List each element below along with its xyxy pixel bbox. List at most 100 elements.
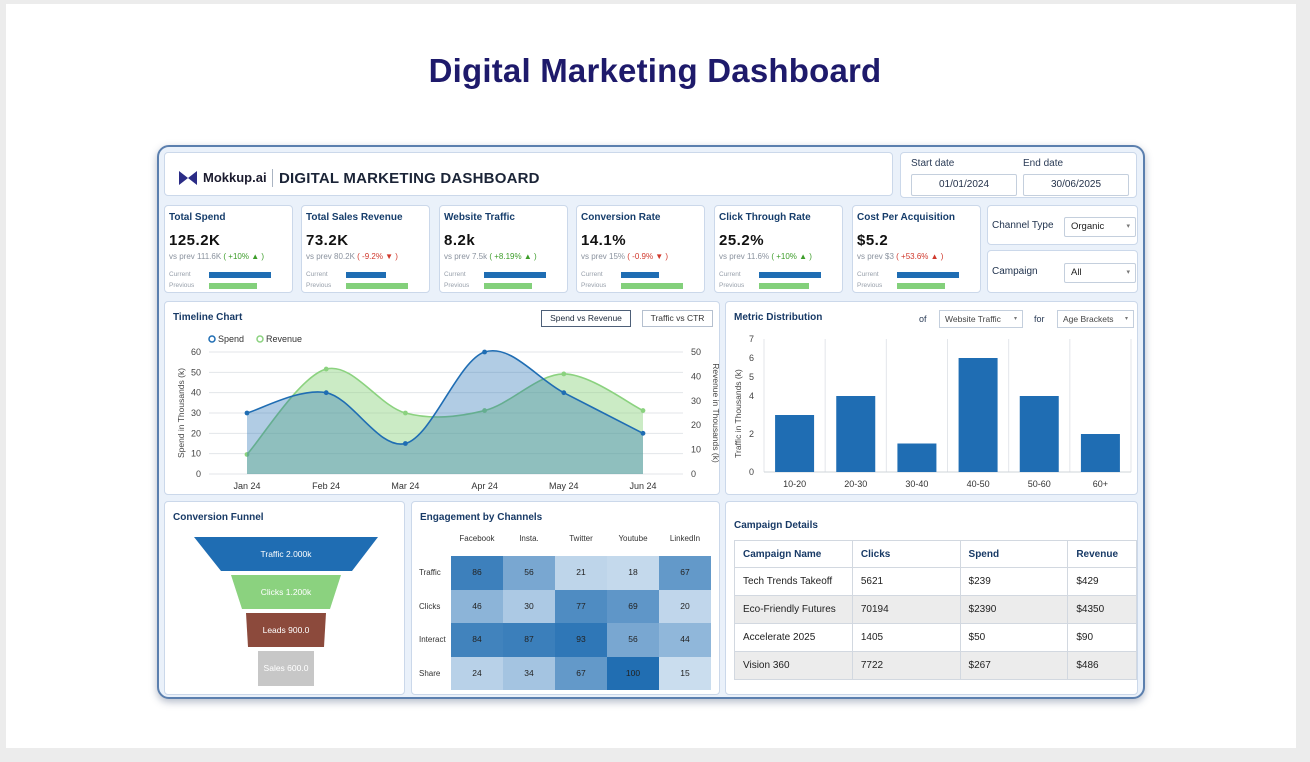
funnel-stage[interactable] xyxy=(246,613,326,647)
heatmap-cell[interactable]: 30 xyxy=(503,589,555,623)
heatmap-cell[interactable]: 44 xyxy=(659,623,711,657)
heatmap-cell[interactable]: 67 xyxy=(555,656,607,690)
kpi-card[interactable]: Click Through Rate 25.2% vs prev 11.6% ( +… xyxy=(714,205,843,293)
heatmap-cell[interactable]: 77 xyxy=(555,589,607,623)
date-range-card: Start date End date 01/01/2024 30/06/202… xyxy=(900,152,1137,198)
page-title: Digital Marketing Dashboard xyxy=(428,52,882,89)
start-date-input[interactable]: 01/01/2024 xyxy=(911,174,1017,196)
heatmap-cell[interactable]: 21 xyxy=(555,556,607,590)
funnel-stage[interactable] xyxy=(258,651,314,686)
heatmap-cell[interactable]: 86 xyxy=(451,556,503,590)
heatmap-cell[interactable]: 56 xyxy=(503,556,555,590)
funnel-stage[interactable] xyxy=(231,575,341,609)
heatmap-cell[interactable]: 100 xyxy=(607,656,659,690)
heatmap-column-label: Insta. xyxy=(519,534,539,543)
heatmap-cell[interactable]: 20 xyxy=(659,589,711,623)
data-point[interactable] xyxy=(244,410,250,416)
header-divider xyxy=(272,169,273,187)
table-cell: 7722 xyxy=(851,651,961,680)
x-tick-label: 30-40 xyxy=(905,479,928,489)
previous-bar xyxy=(897,283,946,289)
end-date-input[interactable]: 30/06/2025 xyxy=(1023,174,1129,196)
y-tick-label: 2 xyxy=(749,429,754,439)
heatmap-row-label: Traffic xyxy=(419,568,441,577)
logo[interactable]: Mokkup.ai xyxy=(179,170,267,185)
heatmap-cell[interactable]: 46 xyxy=(451,589,503,623)
bar[interactable] xyxy=(1080,434,1120,472)
current-bar xyxy=(897,272,959,278)
heatmap-cell[interactable]: 69 xyxy=(607,589,659,623)
data-point[interactable] xyxy=(561,371,567,377)
col-header-campaign-name[interactable]: Campaign Name xyxy=(734,540,853,568)
heatmap-cell[interactable]: 84 xyxy=(451,623,503,657)
funnel-stage[interactable] xyxy=(194,537,378,571)
kpi-comparison: vs prev 111.6K ( +10% ▲ ) xyxy=(169,252,264,261)
current-bar xyxy=(484,272,546,278)
heatmap-cell[interactable]: 24 xyxy=(451,656,503,690)
spend-vs-revenue-toggle[interactable]: Spend vs Revenue xyxy=(541,310,631,327)
table-row[interactable]: Tech Trends Takeoff 5621 $239 $429 xyxy=(734,567,1137,596)
kpi-previous-value: vs prev 111.6K xyxy=(169,252,222,261)
table-cell: $486 xyxy=(1067,651,1137,680)
heatmap-column-label: LinkedIn xyxy=(669,534,701,543)
bar[interactable] xyxy=(897,443,937,473)
metric-select[interactable]: Website Traffic ▾ xyxy=(939,310,1023,328)
kpi-value: 14.1% xyxy=(581,232,627,249)
engagement-title: Engagement by Channels xyxy=(420,512,543,523)
kpi-card[interactable]: Total Sales Revenue 73.2K vs prev 80.2K ( … xyxy=(301,205,430,293)
heatmap-cell[interactable]: 93 xyxy=(555,623,607,657)
kpi-card[interactable]: Total Spend 125.2K vs prev 111.6K ( +10% ▲… xyxy=(164,205,293,293)
bar[interactable] xyxy=(775,415,815,472)
kpi-value: 73.2K xyxy=(306,232,349,249)
kpi-card[interactable]: Conversion Rate 14.1% vs prev 15% ( -0.9% … xyxy=(576,205,705,293)
table-row[interactable]: Accelerate 2025 1405 $50 $90 xyxy=(734,623,1137,652)
current-bar xyxy=(209,272,271,278)
data-point[interactable] xyxy=(640,408,646,413)
x-tick-label: Jun 24 xyxy=(629,481,656,491)
bar[interactable] xyxy=(958,358,998,472)
data-point[interactable] xyxy=(482,349,487,355)
kpi-card[interactable]: Website Traffic 8.2k vs prev 7.5k ( +8.19%… xyxy=(439,205,568,293)
data-point[interactable] xyxy=(482,408,487,413)
start-date-label: Start date xyxy=(911,158,955,169)
current-bar xyxy=(346,272,387,278)
bar[interactable] xyxy=(1019,396,1059,472)
col-header-clicks[interactable]: Clicks xyxy=(851,540,961,568)
data-point[interactable] xyxy=(244,452,250,457)
y2-tick-label: 10 xyxy=(691,445,701,455)
data-point[interactable] xyxy=(403,410,408,416)
table-cell: Vision 360 xyxy=(734,651,853,680)
col-header-spend[interactable]: Spend xyxy=(959,540,1069,568)
heatmap-cell[interactable]: 67 xyxy=(659,556,711,590)
campaign-details-card: Campaign Details Campaign Name Clicks Sp… xyxy=(725,501,1138,695)
data-point[interactable] xyxy=(640,430,646,436)
table-row[interactable]: Vision 360 7722 $267 $486 xyxy=(734,651,1137,680)
data-point[interactable] xyxy=(403,441,408,446)
traffic-vs-ctr-toggle[interactable]: Traffic vs CTR xyxy=(642,310,713,327)
heatmap-cell[interactable]: 18 xyxy=(607,556,659,590)
channel-type-select[interactable]: Organic ▾ xyxy=(1064,217,1136,237)
kpi-delta: ( +10% ▲ ) xyxy=(771,252,812,261)
dimension-select[interactable]: Age Brackets ▾ xyxy=(1057,310,1134,328)
current-bar-label: Current xyxy=(719,271,741,278)
heatmap-cell[interactable]: 56 xyxy=(607,623,659,657)
previous-bar-label: Previous xyxy=(169,282,195,289)
funnel-stage-label: Traffic 2.000k xyxy=(260,549,312,559)
y-tick-label: 20 xyxy=(191,428,201,438)
previous-bar-label: Previous xyxy=(719,282,745,289)
data-point[interactable] xyxy=(323,390,329,396)
previous-bar-label: Previous xyxy=(444,282,470,289)
bar[interactable] xyxy=(836,396,876,472)
heatmap-row-label: Share xyxy=(419,668,441,678)
data-point[interactable] xyxy=(561,390,567,396)
kpi-card[interactable]: Cost Per Acquisition $5.2 vs prev $3 ( +53… xyxy=(852,205,981,293)
col-header-revenue[interactable]: Revenue xyxy=(1067,540,1137,568)
heatmap-cell[interactable]: 87 xyxy=(503,623,555,657)
campaign-select[interactable]: All ▾ xyxy=(1064,263,1136,283)
heatmap-cell[interactable]: 34 xyxy=(503,656,555,690)
table-row[interactable]: Eco-Friendly Futures 70194 $2390 $4350 xyxy=(734,595,1137,624)
heatmap-cell[interactable]: 15 xyxy=(659,656,711,690)
data-point[interactable] xyxy=(323,366,329,372)
x-tick-label: 20-30 xyxy=(844,479,867,489)
table-cell: $429 xyxy=(1067,567,1137,596)
